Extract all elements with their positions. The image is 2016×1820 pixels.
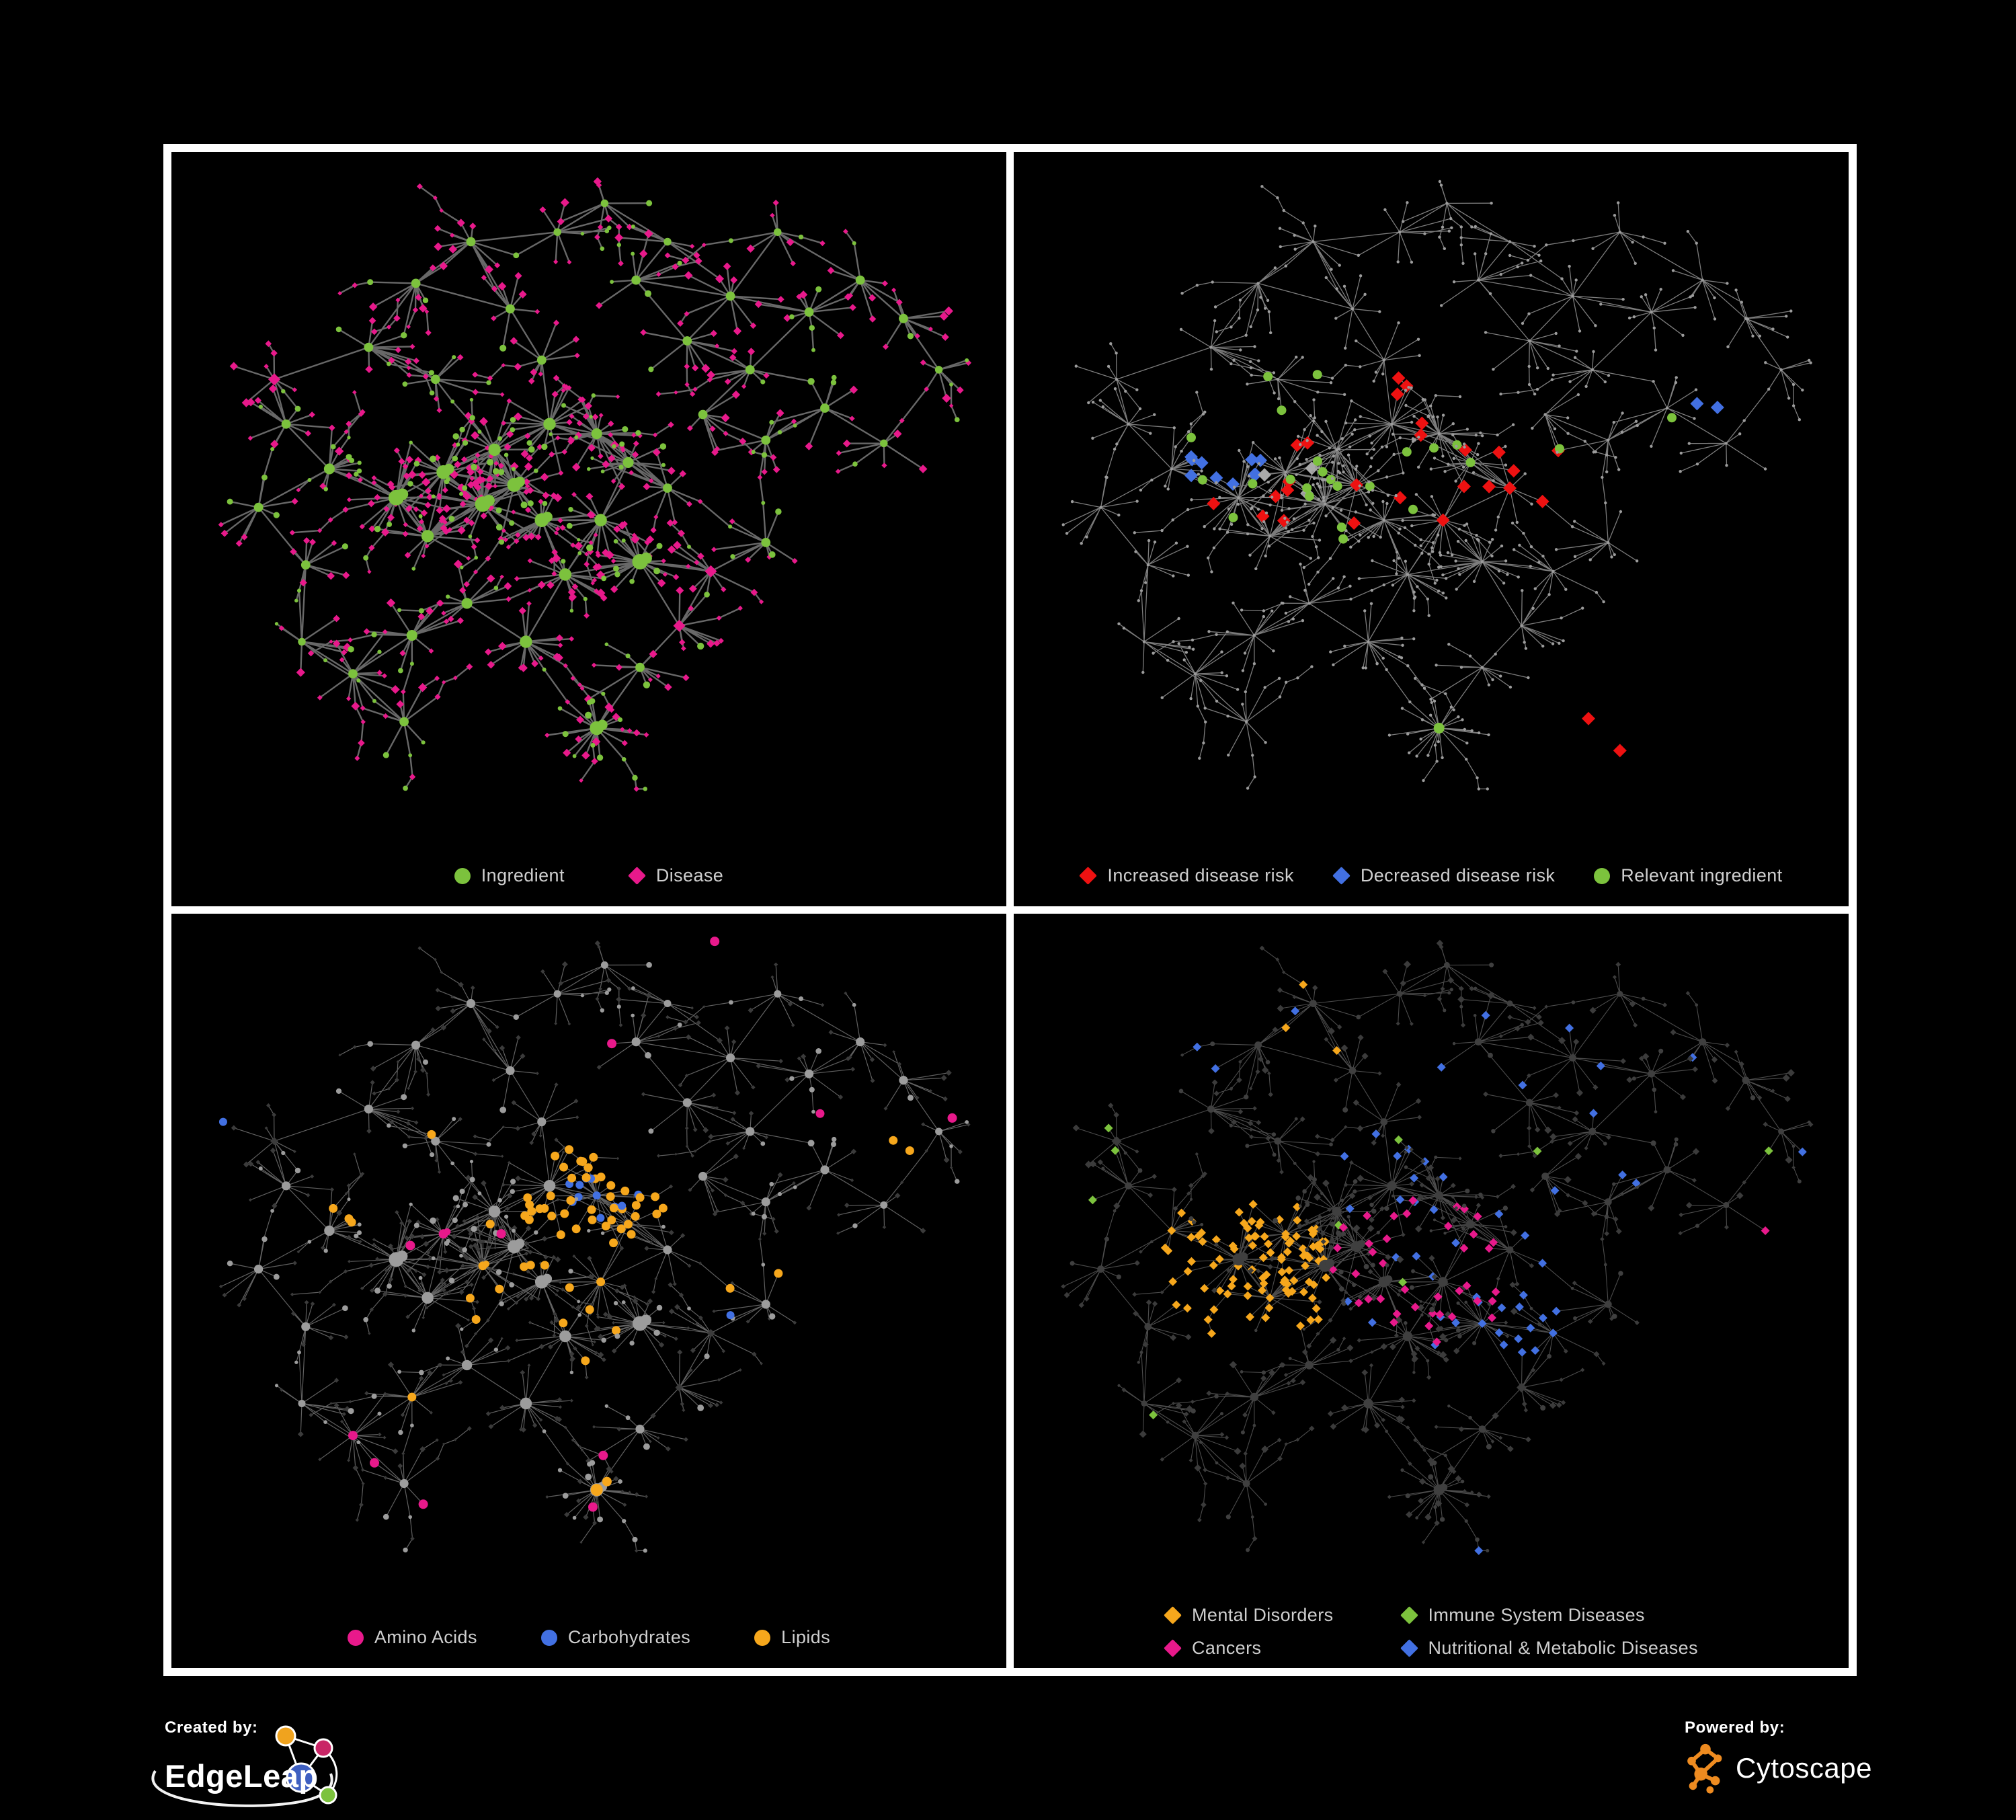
- legend-label: Immune System Diseases: [1428, 1605, 1645, 1625]
- panels-frame: Ingredient Disease Increased disease risk…: [163, 144, 1857, 1676]
- legend-label: Nutritional & Metabolic Diseases: [1428, 1638, 1698, 1658]
- legend-circle-marker-icon: [347, 1629, 364, 1646]
- legend-label: Amino Acids: [374, 1627, 477, 1647]
- legend-item-increased-disease-risk: Increased disease risk: [1079, 865, 1294, 886]
- panel-ingredient-disease-network: Ingredient Disease: [171, 152, 1006, 906]
- legend-disease-category: Mental Disorders Immune System Diseases Ca…: [1014, 1605, 1849, 1659]
- legend-item-immune-system-diseases: Immune System Diseases: [1400, 1605, 1698, 1626]
- legend-circle-marker-icon: [754, 1629, 771, 1646]
- cytoscape-wordmark: Cytoscape: [1736, 1752, 1872, 1784]
- legend-disease-risk: Increased disease risk Decreased disease …: [1014, 865, 1849, 886]
- legend-circle-marker-icon: [454, 867, 471, 884]
- legend-diamond-marker-icon: [627, 867, 646, 885]
- legend-item-relevant-ingredient: Relevant ingredient: [1594, 865, 1782, 886]
- legend-label: Carbohydrates: [567, 1627, 691, 1647]
- legend-item-nutritional-metabolic-diseases: Nutritional & Metabolic Diseases: [1400, 1638, 1698, 1659]
- panel-ingredient-class-network: Amino Acids Carbohydrates Lipids: [171, 914, 1006, 1668]
- legend-diamond-marker-icon: [1400, 1606, 1418, 1624]
- legend-diamond-marker-icon: [1400, 1639, 1418, 1657]
- created-by-label: Created by:: [165, 1718, 258, 1737]
- panel-disease-category-network: Mental Disorders Immune System Diseases Ca…: [1014, 914, 1849, 1668]
- legend-item-disease: Disease: [627, 865, 724, 886]
- legend-item-ingredient: Ingredient: [454, 865, 565, 886]
- legend-label: Increased disease risk: [1107, 865, 1294, 885]
- legend-circle-marker-icon: [1594, 867, 1611, 884]
- legend-label: Cancers: [1192, 1638, 1262, 1658]
- edgeleap-logo-icon: [151, 1725, 338, 1807]
- legend-ingredient-class: Amino Acids Carbohydrates Lipids: [171, 1627, 1006, 1648]
- legend-item-mental-disorders: Mental Disorders: [1164, 1605, 1333, 1626]
- network-graph-disease-risk: [1061, 180, 1812, 791]
- legend-label: Mental Disorders: [1192, 1605, 1334, 1625]
- edgeleap-wordmark: EdgeLeap: [165, 1758, 319, 1794]
- legend-item-cancers: Cancers: [1164, 1638, 1333, 1659]
- legend-diamond-marker-icon: [1332, 867, 1350, 885]
- legend-label: Lipids: [781, 1627, 831, 1647]
- legend-diamond-marker-icon: [1164, 1639, 1182, 1657]
- network-graph-ingredient-disease: [218, 177, 972, 792]
- legend-label: Decreased disease risk: [1360, 865, 1556, 885]
- legend-circle-marker-icon: [540, 1629, 557, 1646]
- powered-by-label: Powered by:: [1685, 1718, 1785, 1737]
- legend-item-amino-acids: Amino Acids: [347, 1627, 477, 1648]
- legend-ingredient-disease: Ingredient Disease: [171, 865, 1006, 886]
- panel-disease-risk-network: Increased disease risk Decreased disease …: [1014, 152, 1849, 906]
- legend-item-decreased-disease-risk: Decreased disease risk: [1332, 865, 1556, 886]
- cytoscape-credit: Powered by:: [1685, 1718, 1872, 1795]
- edgeleap-brand: EdgeLeap: [151, 1725, 541, 1820]
- legend-diamond-marker-icon: [1164, 1606, 1182, 1624]
- legend-label: Relevant ingredient: [1621, 865, 1783, 885]
- legend-label: Disease: [655, 865, 724, 885]
- legend-label: Ingredient: [481, 865, 565, 885]
- network-graph-ingredient-class: [218, 937, 971, 1553]
- legend-diamond-marker-icon: [1079, 867, 1098, 885]
- legend-item-carbohydrates: Carbohydrates: [540, 1627, 691, 1648]
- edgeleap-credit: Created by: EdgeLeap: [151, 1718, 541, 1820]
- legend-item-lipids: Lipids: [754, 1627, 830, 1648]
- cytoscape-logo-icon: [1687, 1743, 1722, 1794]
- cytoscape-brand: Cytoscape: [1685, 1741, 1872, 1795]
- network-graph-disease-category: [1061, 939, 1814, 1555]
